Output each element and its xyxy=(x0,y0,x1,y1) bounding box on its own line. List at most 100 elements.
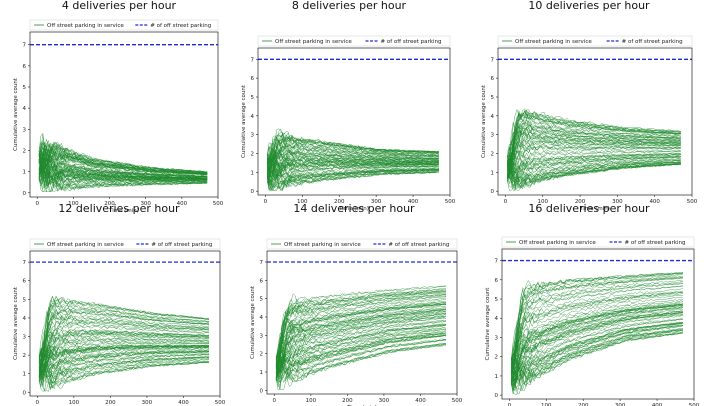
series-line xyxy=(510,303,683,383)
series-line xyxy=(511,312,683,384)
plot-frame xyxy=(497,47,693,196)
chart-panel: 8 deliveries per hour 0 100 200 300 400 500 0 1 2… xyxy=(238,0,460,212)
y-tick-label: 6 xyxy=(251,76,255,82)
y-tick-label: 4 xyxy=(23,106,27,112)
series-line xyxy=(266,169,439,187)
series-line xyxy=(507,155,681,185)
series-line xyxy=(510,305,683,391)
series-line xyxy=(38,152,208,181)
y-tick-label: 1 xyxy=(495,374,499,380)
x-axis-label: Time (min) xyxy=(579,206,610,212)
series-line xyxy=(275,324,447,377)
x-tick-label: 400 xyxy=(652,403,663,406)
series-line xyxy=(510,331,683,395)
series-line xyxy=(507,156,681,184)
legend-label: # of off street parking xyxy=(625,240,686,246)
series-line xyxy=(507,135,681,173)
plot-frame xyxy=(29,250,221,397)
x-axis-label: Time (min) xyxy=(338,206,369,212)
x-tick-label: 500 xyxy=(689,403,700,406)
chart-panel: 4 deliveries per hour 0 100 200 300 400 500 0 1 2… xyxy=(8,0,230,214)
series-line xyxy=(507,110,681,175)
series-line xyxy=(275,290,447,369)
series-line xyxy=(38,344,210,370)
x-tick-label: 0 xyxy=(273,398,277,404)
y-tick-label: 5 xyxy=(23,297,27,303)
y-tick-label: 4 xyxy=(495,316,499,322)
y-tick-label: 0 xyxy=(491,189,495,195)
series-line xyxy=(275,308,447,361)
y-tick-label: 1 xyxy=(251,170,255,176)
series-line xyxy=(507,109,681,167)
x-tick-label: 0 xyxy=(35,201,39,207)
x-tick-label: 200 xyxy=(575,199,586,205)
legend-label: # of off street parking xyxy=(381,39,442,45)
series-line xyxy=(507,161,681,191)
series-line xyxy=(266,148,439,172)
series-line xyxy=(510,272,683,367)
x-tick-label: 0 xyxy=(36,400,40,406)
series-line xyxy=(510,306,683,376)
legend-label: # of off street parking xyxy=(388,242,449,248)
series-line xyxy=(275,292,447,373)
series-line xyxy=(510,325,683,384)
series-line xyxy=(38,356,209,384)
x-tick-label: 500 xyxy=(687,199,698,205)
series-line xyxy=(38,341,210,383)
series-line xyxy=(275,311,447,369)
series-line xyxy=(275,307,447,360)
series-line xyxy=(510,332,683,391)
series-line xyxy=(266,134,439,160)
series-line xyxy=(275,331,447,374)
series-line xyxy=(507,142,681,170)
series-line xyxy=(38,333,209,362)
series-group xyxy=(507,108,681,191)
chart-title: 8 deliveries per hour xyxy=(291,0,407,12)
series-line xyxy=(266,132,439,186)
series-line xyxy=(275,330,447,378)
legend-box xyxy=(257,35,451,47)
legend-box xyxy=(497,35,693,47)
series-line xyxy=(275,343,447,390)
series-line xyxy=(38,314,210,372)
series-line xyxy=(507,146,681,172)
series-line xyxy=(38,299,209,362)
series-line xyxy=(38,337,210,359)
series-line xyxy=(511,301,683,387)
y-tick-label: 0 xyxy=(251,189,255,195)
x-tick-label: 400 xyxy=(178,400,189,406)
series-line xyxy=(38,331,209,387)
x-tick-label: 400 xyxy=(408,199,419,205)
series-line xyxy=(511,292,683,386)
series-line xyxy=(266,132,439,180)
series-line xyxy=(510,314,683,373)
y-tick-label: 2 xyxy=(23,353,27,359)
series-line xyxy=(38,344,210,362)
x-tick-label: 300 xyxy=(142,400,153,406)
x-tick-label: 100 xyxy=(68,201,79,207)
legend-label: # of off street parking xyxy=(150,23,211,29)
series-line xyxy=(38,320,210,362)
y-tick-label: 0 xyxy=(23,390,27,396)
x-tick-label: 200 xyxy=(578,403,589,406)
x-tick-label: 100 xyxy=(306,398,317,404)
x-tick-label: 300 xyxy=(612,199,623,205)
series-line xyxy=(38,337,210,373)
series-line xyxy=(275,304,447,369)
y-tick-label: 6 xyxy=(260,278,264,284)
x-tick-label: 100 xyxy=(297,199,308,205)
series-line xyxy=(275,325,447,368)
series-line xyxy=(275,296,447,364)
x-tick-label: 400 xyxy=(177,201,188,207)
y-tick-label: 6 xyxy=(23,64,27,70)
series-line xyxy=(267,146,439,172)
series-line xyxy=(275,308,447,362)
series-line xyxy=(510,271,683,385)
y-tick-label: 2 xyxy=(251,152,255,158)
series-line xyxy=(507,160,681,188)
series-line xyxy=(275,290,446,380)
